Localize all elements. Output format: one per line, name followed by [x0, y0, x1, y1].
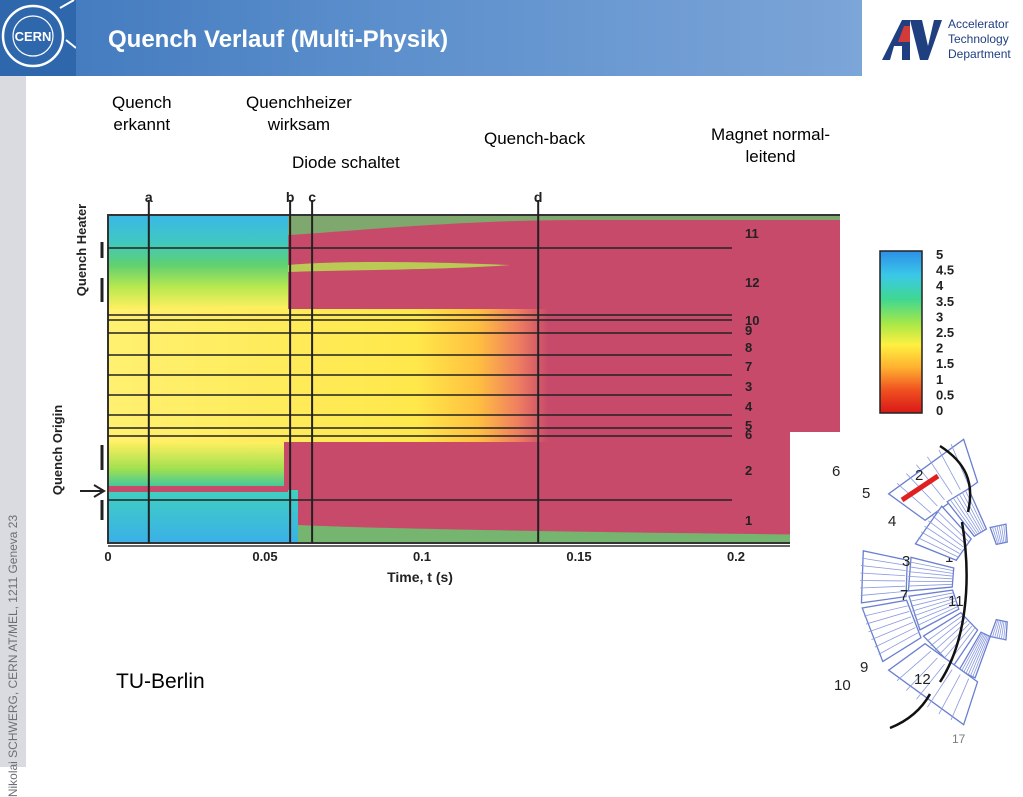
- x-tick-label: 0.05: [252, 549, 277, 564]
- block-label-8: 8: [745, 340, 752, 355]
- heater-region-block11: [108, 215, 288, 265]
- block-label-6: 6: [745, 427, 752, 442]
- coil-block-label-12: 12: [914, 671, 931, 688]
- colorbar-tick-label: 3.5: [936, 294, 954, 309]
- colorbar-tick-label: 5: [936, 247, 943, 262]
- coil-block-label-11: 11: [948, 593, 964, 610]
- coil-block-label-4: 4: [888, 513, 896, 530]
- page-number: 17: [952, 732, 965, 746]
- coil-block-label-6: 6: [832, 463, 840, 480]
- slide-title: Quench Verlauf (Multi-Physik): [108, 26, 448, 54]
- label-quench-back: Quench-back: [484, 128, 585, 150]
- sidebar: Nikolai SCHWERG, CERN AT/MEL, 1211 Genev…: [0, 76, 26, 767]
- logo-line-1: Accelerator: [948, 17, 1009, 31]
- coil-block-label-3: 3: [902, 553, 910, 570]
- block-label-7: 7: [745, 359, 752, 374]
- affiliation-text: TU-Berlin: [116, 670, 205, 694]
- colorbar-tick-label: 4.5: [936, 263, 954, 278]
- coil-cross-section: 123456789101112: [790, 432, 1023, 737]
- colorbar-gradient: [880, 251, 922, 413]
- header-bar: CERN Quench Verlauf (Multi-Physik): [0, 0, 862, 76]
- event-label-c: c: [308, 189, 316, 205]
- event-label-a: a: [145, 189, 153, 205]
- y-label-quench-heater: Quench Heater: [74, 204, 89, 296]
- heater-region-block12: [108, 265, 288, 309]
- label-magnet-normal: Magnet normal-leitend: [711, 124, 830, 168]
- x-tick-label: 0.2: [727, 549, 745, 564]
- cern-logo: CERN: [0, 0, 76, 76]
- coil-block-label-10: 10: [834, 677, 851, 694]
- block-label-1: 1: [745, 513, 752, 528]
- quench-origin-arrow: [80, 485, 104, 497]
- origin-region-block2: [108, 442, 284, 487]
- cern-logo-text: CERN: [15, 29, 52, 44]
- colorbar-tick-label: 2.5: [936, 325, 954, 340]
- block-label-9: 9: [745, 323, 752, 338]
- event-label-b: b: [286, 189, 295, 205]
- block-label-3: 3: [745, 379, 752, 394]
- y-label-quench-origin: Quench Origin: [50, 405, 65, 495]
- label-diode: Diode schaltet: [292, 152, 400, 174]
- colorbar-tick-label: 4: [936, 278, 944, 293]
- logo-line-3: Department: [948, 47, 1011, 61]
- author-text: Nikolai SCHWERG, CERN AT/MEL, 1211 Genev…: [6, 515, 20, 797]
- colorbar-tick-label: 2: [936, 341, 943, 356]
- x-tick-label: 0.15: [566, 549, 591, 564]
- coil-block-label-9: 9: [860, 659, 868, 676]
- label-magnet-normal-text: Magnet normal-leitend: [711, 124, 830, 168]
- colorbar-tick-label: 1: [936, 372, 943, 387]
- block-label-2: 2: [745, 463, 752, 478]
- block-label-12: 12: [745, 275, 759, 290]
- x-tick-label: 0.1: [413, 549, 431, 564]
- coil-block-label-2: 2: [915, 467, 923, 484]
- event-label-d: d: [534, 189, 543, 205]
- coil-block-label-5: 5: [862, 485, 870, 502]
- colorbar-tick-label: 0: [936, 403, 943, 418]
- colorbar-tick-label: 0.5: [936, 387, 954, 402]
- colorbar-tick-label: 3: [936, 309, 943, 324]
- x-tick-label: 0: [104, 549, 111, 564]
- atd-logo: Accelerator Technology Department: [880, 12, 1020, 68]
- colorbar-tick-label: 1.5: [936, 356, 954, 371]
- origin-region-block1: [108, 490, 298, 543]
- block-label-11: 11: [745, 226, 759, 241]
- logo-line-2: Technology: [948, 32, 1009, 46]
- x-axis-label: Time, t (s): [387, 569, 453, 585]
- quench-origin-strip: [108, 486, 288, 492]
- block-label-4: 4: [745, 399, 753, 414]
